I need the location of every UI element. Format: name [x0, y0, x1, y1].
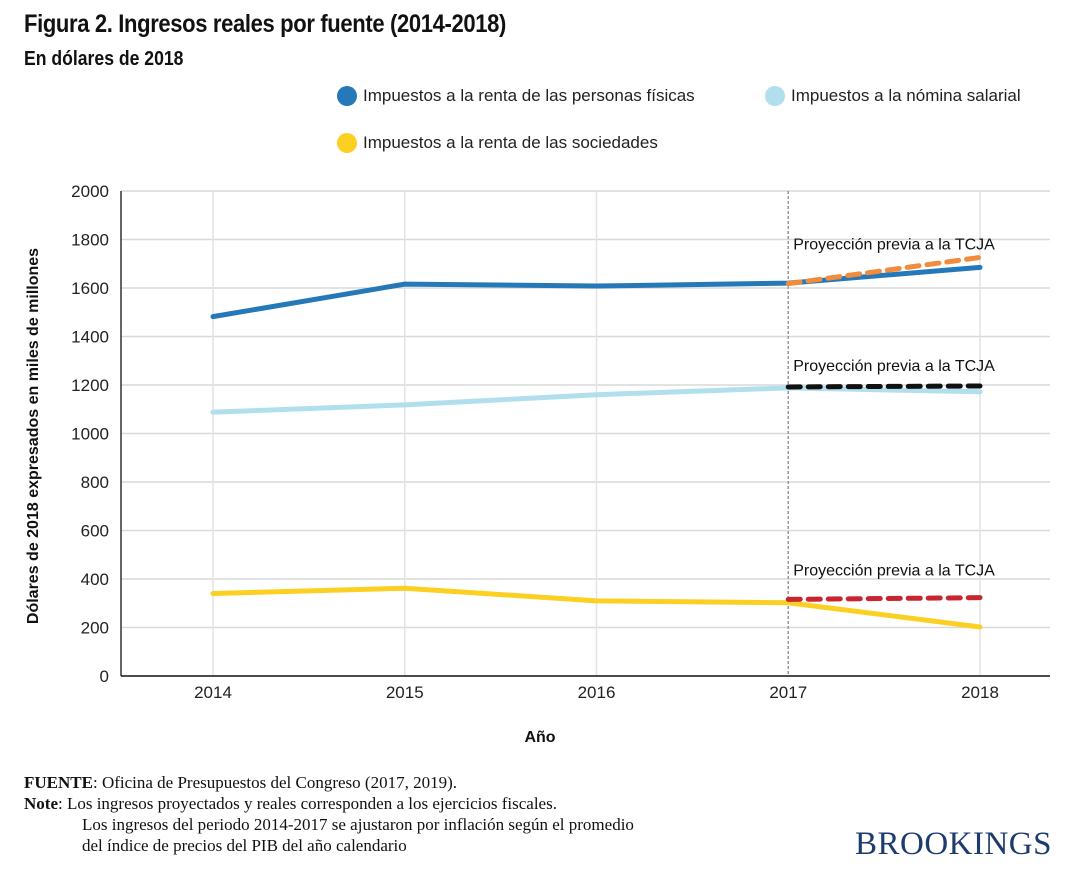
y-tick-label: 1400: [71, 328, 109, 347]
legend-item-nomina-salarial: Impuestos a la nómina salarial: [765, 86, 1021, 106]
annotations: Proyección previa a la TCJA Proyección pr…: [793, 237, 995, 580]
projection-line-3: [785, 254, 983, 287]
legend-item-personas-fisicas: Impuestos a la renta de las personas fís…: [337, 86, 695, 106]
grid: [121, 190, 1050, 676]
projection-annotation: Proyección previa a la TCJA: [793, 563, 995, 580]
x-tick-label: 2017: [769, 683, 807, 702]
chart-subtitle: En dólares de 2018: [24, 48, 184, 70]
x-tick-label: 2016: [578, 683, 616, 702]
projection-line-5: [785, 595, 983, 602]
x-axis-ticks: 2014 2015 2016 2017 2018: [194, 683, 999, 702]
source-text: : Oficina de Presupuestos del Congreso (…: [92, 773, 457, 792]
chart-title: Figura 2. Ingresos reales por fuente (20…: [24, 10, 506, 38]
source-label: FUENTE: [24, 773, 93, 792]
source-line: FUENTE : Oficina de Presupuestos del Con…: [24, 772, 634, 793]
x-tick-label: 2015: [386, 683, 424, 702]
legend-item-sociedades: Impuestos a la renta de las sociedades: [337, 133, 658, 153]
projection-annotation: Proyección previa a la TCJA: [793, 358, 995, 375]
series-line-0: [210, 264, 983, 320]
y-axis-ticks: 0 200 400 600 800 1000 1200 1400 1600 1800 2000: [71, 182, 109, 686]
note-line: Note : Los ingresos proyectados y reales…: [24, 793, 634, 814]
y-tick-label: 1000: [71, 425, 109, 444]
y-axis-title: Dólares de 2018 expresados en miles de m…: [25, 248, 42, 624]
y-tick-label: 1600: [71, 279, 109, 298]
x-axis-title: Año: [524, 729, 555, 746]
brookings-logo: BROOKINGS: [854, 826, 1052, 862]
y-tick-label: 200: [81, 619, 109, 638]
legend-swatch-sociedades: [337, 133, 357, 153]
legend-swatch-personas-fisicas: [337, 86, 357, 106]
y-tick-label: 600: [81, 522, 109, 541]
legend-label: Impuestos a la renta de las personas fís…: [363, 86, 695, 105]
y-tick-label: 2000: [71, 182, 109, 201]
legend-label: Impuestos a la nómina salarial: [791, 86, 1021, 105]
note-label: Note: [24, 794, 58, 813]
legend-swatch-nomina-salarial: [765, 86, 785, 106]
y-tick-label: 1200: [71, 376, 109, 395]
y-tick-label: 1800: [71, 231, 109, 250]
y-tick-label: 0: [100, 667, 109, 686]
series-line-2: [210, 585, 983, 630]
x-tick-label: 2014: [194, 683, 232, 702]
y-tick-label: 400: [81, 570, 109, 589]
projection-annotation: Proyección previa a la TCJA: [793, 237, 995, 254]
series-line-1: [210, 385, 983, 415]
x-tick-label: 2018: [961, 683, 999, 702]
series-lines: [210, 254, 983, 630]
legend-label: Impuestos a la renta de las sociedades: [363, 133, 658, 152]
projection-line-4: [785, 383, 983, 390]
note-text-2: Los ingresos del periodo 2014-2017 se aj…: [82, 815, 634, 834]
note-text-1: : Los ingresos proyectados y reales corr…: [57, 794, 557, 813]
note-text-3: del índice de precios del PIB del año ca…: [82, 836, 407, 855]
y-tick-label: 800: [81, 473, 109, 492]
footer-notes: FUENTE : Oficina de Presupuestos del Con…: [24, 772, 634, 856]
